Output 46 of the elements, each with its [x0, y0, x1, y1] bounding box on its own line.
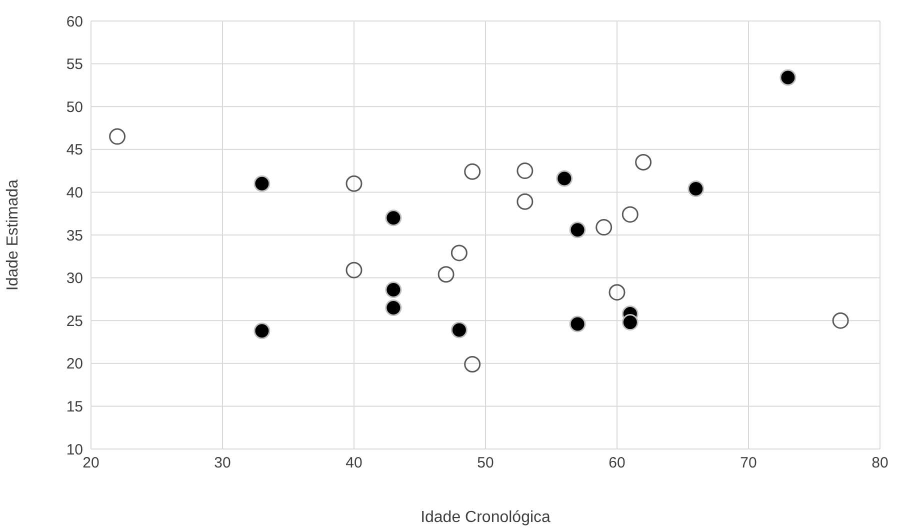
point [780, 69, 796, 86]
point [254, 322, 270, 340]
y-tick-label: 50 [66, 98, 83, 116]
point [346, 262, 362, 278]
y-tick-label: 55 [66, 56, 83, 74]
point [385, 282, 402, 298]
y-tick-label: 35 [66, 227, 83, 244]
point [464, 163, 481, 180]
point [688, 180, 704, 198]
point [516, 193, 534, 210]
y-tick-label: 25 [66, 312, 83, 330]
point [622, 206, 638, 223]
point [254, 175, 270, 192]
point [450, 244, 468, 262]
x-tick-label: 80 [872, 454, 888, 472]
point [569, 222, 586, 238]
point [385, 300, 402, 316]
y-tick-label: 10 [66, 441, 83, 458]
x-tick-label: 50 [477, 454, 494, 472]
point [556, 170, 573, 187]
x-tick-label: 20 [82, 454, 100, 472]
point [438, 266, 454, 283]
point [450, 322, 468, 338]
x-tick-label: 60 [608, 454, 626, 472]
point [635, 154, 652, 170]
y-tick-label: 40 [66, 184, 83, 202]
x-axis-title: Idade Cronológica [420, 509, 551, 526]
y-tick-label: 60 [66, 13, 83, 30]
y-tick-label: 20 [66, 356, 83, 373]
x-tick-label: 40 [346, 454, 362, 472]
point [385, 210, 402, 226]
point [346, 175, 362, 192]
y-axis-title: Idade Estimada [4, 179, 22, 291]
point [832, 312, 849, 329]
point [608, 284, 626, 301]
point [109, 128, 126, 145]
point [464, 356, 481, 373]
x-tick-label: 30 [214, 454, 231, 472]
x-tick-label: 70 [740, 454, 757, 472]
y-tick-label: 15 [66, 398, 83, 416]
point [596, 219, 612, 236]
y-tick-label: 30 [66, 270, 83, 288]
point [569, 316, 586, 332]
point [516, 162, 534, 180]
point [622, 314, 638, 331]
y-tick-label: 45 [66, 142, 83, 159]
